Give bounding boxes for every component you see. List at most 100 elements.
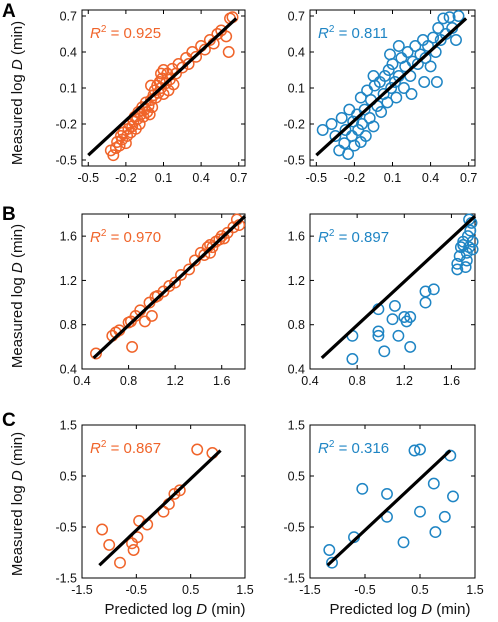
y-tick-label: 1.2 bbox=[288, 274, 305, 288]
data-point bbox=[384, 48, 396, 61]
x-tick-label: 0.7 bbox=[230, 171, 247, 185]
data-point bbox=[430, 76, 443, 88]
data-point bbox=[424, 60, 437, 73]
data-point bbox=[325, 118, 338, 130]
data-point bbox=[414, 443, 426, 456]
data-point bbox=[404, 340, 417, 353]
data-point bbox=[463, 213, 476, 226]
data-point bbox=[451, 263, 464, 276]
data-point bbox=[339, 124, 352, 136]
data-point bbox=[169, 276, 182, 289]
data-point bbox=[397, 82, 410, 94]
x-tick-label: 0.4 bbox=[301, 374, 318, 388]
x-tick-label: 1.2 bbox=[166, 374, 183, 388]
data-point bbox=[356, 482, 369, 495]
data-point bbox=[354, 91, 367, 104]
x-tick-label: -0.2 bbox=[344, 171, 366, 185]
y-tick-label: 0.8 bbox=[60, 318, 77, 332]
data-point bbox=[392, 329, 405, 342]
data-point bbox=[419, 285, 432, 298]
x-tick-label: 0.4 bbox=[422, 171, 439, 185]
x-tick-label: -0.5 bbox=[77, 171, 99, 185]
fit-line bbox=[315, 17, 468, 157]
data-point bbox=[466, 243, 479, 256]
svg-text:Measured log D (min): Measured log D (min) bbox=[9, 432, 26, 576]
data-point bbox=[121, 130, 134, 142]
y-tick-label: 0.4 bbox=[60, 46, 77, 60]
data-point bbox=[405, 88, 418, 100]
x-tick-label: 0.7 bbox=[460, 171, 477, 185]
x-tick-label: 1.5 bbox=[236, 583, 253, 597]
x-tick-label: 0.4 bbox=[192, 171, 209, 185]
y-tick-label: 1.6 bbox=[60, 230, 77, 244]
data-point bbox=[173, 484, 186, 497]
data-point bbox=[222, 46, 235, 58]
data-point bbox=[459, 261, 472, 274]
data-point bbox=[457, 239, 470, 251]
panel-a-right: -0.5 -0.2 0.1 0.4 0.7 -0.5 -0.2 0.1 0.4 0.7 R2 = 0… bbox=[283, 9, 477, 185]
data-point bbox=[335, 112, 348, 124]
x-tick-label: -0.5 bbox=[126, 583, 148, 597]
data-point bbox=[447, 490, 459, 503]
data-point bbox=[381, 96, 394, 109]
data-point bbox=[427, 283, 440, 296]
data-point bbox=[432, 22, 445, 34]
data-point bbox=[343, 103, 356, 116]
data-point bbox=[215, 230, 228, 243]
data-point bbox=[385, 82, 398, 94]
fit-line bbox=[320, 215, 477, 360]
data-point bbox=[316, 124, 329, 136]
r-squared-label: R2 = 0.970 bbox=[90, 228, 161, 246]
data-point bbox=[392, 40, 405, 52]
data-point bbox=[361, 84, 374, 97]
data-point bbox=[190, 50, 203, 63]
data-point bbox=[356, 118, 368, 130]
data-point bbox=[389, 76, 401, 88]
data-point bbox=[367, 70, 380, 82]
y-tick-label: 1.5 bbox=[288, 419, 305, 433]
data-point bbox=[372, 325, 385, 338]
axes-box bbox=[81, 424, 246, 579]
y-tick-label: 0.5 bbox=[288, 470, 305, 484]
data-point bbox=[450, 34, 462, 46]
panel-letter-b: B bbox=[2, 204, 16, 225]
y-axis-label-row-c: Measured log D (min) bbox=[9, 432, 26, 576]
y-tick-label: 0.1 bbox=[60, 82, 77, 96]
axes-box bbox=[309, 424, 476, 579]
data-point bbox=[429, 526, 442, 539]
data-point bbox=[437, 12, 450, 25]
y-axis-label-row-a: Measured log D (min) bbox=[9, 21, 26, 165]
y-tick-label: -0.5 bbox=[283, 521, 305, 535]
r-squared-label: R2 = 0.925 bbox=[90, 24, 161, 42]
x-tick-label: -1.5 bbox=[299, 583, 321, 597]
data-point bbox=[90, 347, 102, 360]
axes-box bbox=[81, 213, 246, 370]
y-tick-label: 0.4 bbox=[60, 363, 77, 377]
x-tick-label: 0.5 bbox=[411, 583, 428, 597]
panel-b-left: 0.4 0.8 1.2 1.6 0.4 0.8 1.2 1.6 R2 = 0.970 bbox=[60, 213, 247, 388]
y-tick-label: -0.2 bbox=[283, 118, 305, 132]
data-point bbox=[326, 556, 338, 569]
data-point bbox=[414, 505, 426, 518]
data-point bbox=[162, 84, 175, 97]
fit-line bbox=[87, 17, 238, 157]
svg-text:Measured log D (min): Measured log D (min) bbox=[9, 21, 26, 165]
data-point bbox=[342, 148, 355, 160]
y-tick-label: -0.2 bbox=[55, 118, 77, 132]
x-tick-label: 0.1 bbox=[155, 171, 172, 185]
y-tick-label: -0.5 bbox=[55, 154, 77, 168]
x-tick-label: 0.8 bbox=[120, 374, 137, 388]
panel-c-right: -1.5 -0.5 0.5 1.5 -1.5 -0.5 0.5 1.5 R2 = 0.316 bbox=[283, 419, 483, 598]
data-point bbox=[220, 30, 233, 43]
data-point bbox=[107, 149, 120, 162]
data-point bbox=[397, 536, 410, 549]
panel-letter-a: A bbox=[2, 1, 16, 22]
x-tick-label: 1.2 bbox=[396, 374, 413, 388]
data-point bbox=[103, 538, 116, 551]
y-tick-label: 1.5 bbox=[60, 419, 77, 433]
data-point bbox=[372, 329, 385, 342]
r-squared-label: R2 = 0.316 bbox=[318, 439, 389, 457]
data-point bbox=[404, 311, 417, 323]
data-point bbox=[419, 52, 432, 64]
panel-letter-c: C bbox=[2, 410, 16, 431]
